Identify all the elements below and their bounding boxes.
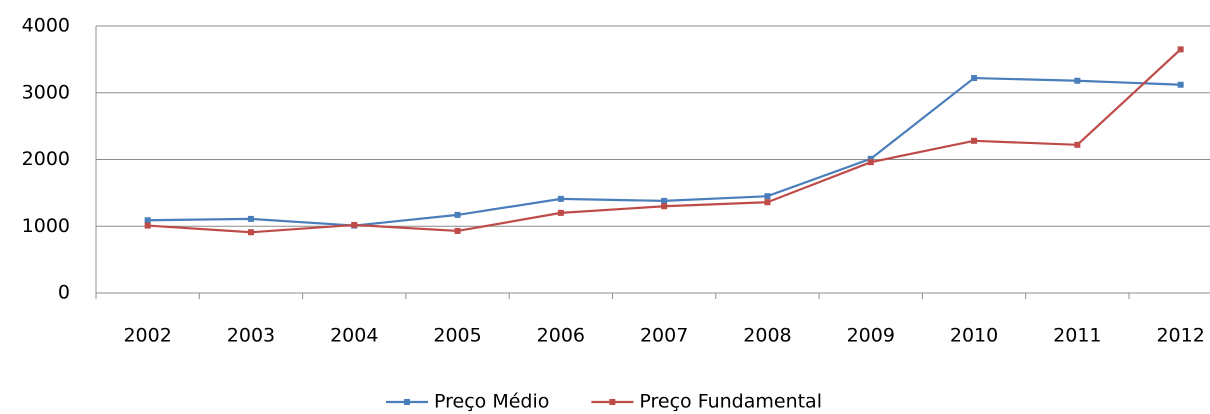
x-tick-label: 2012 [1156, 325, 1204, 347]
y-tick-label: 3000 [22, 81, 70, 103]
point [247, 229, 254, 236]
point [557, 209, 564, 216]
x-tick-label: 2009 [847, 325, 895, 347]
y-tick-label: 1000 [22, 215, 70, 237]
point [764, 193, 771, 200]
x-tick-label: 2008 [743, 325, 791, 347]
point [144, 217, 151, 224]
x-tick-label: 2010 [950, 325, 998, 347]
point [454, 211, 461, 218]
point [867, 155, 874, 162]
x-tick-label: 2011 [1053, 325, 1101, 347]
point [247, 215, 254, 222]
legend-marker [404, 399, 411, 405]
x-tick-label: 2004 [330, 325, 378, 347]
point [1177, 46, 1184, 53]
legend-label: Preço Fundamental [639, 391, 822, 413]
x-tick-label: 2005 [433, 325, 481, 347]
legend-label: Preço Médio [434, 391, 549, 413]
point [1074, 77, 1081, 84]
point [971, 75, 978, 82]
point [351, 221, 358, 228]
x-tick-label: 2007 [640, 325, 688, 347]
point [971, 137, 978, 144]
y-tick-label: 2000 [22, 148, 70, 170]
point [1177, 81, 1184, 88]
legend-marker [609, 399, 616, 405]
x-tick-label: 2002 [123, 325, 171, 347]
point [867, 159, 874, 166]
point [1074, 141, 1081, 148]
point [454, 227, 461, 234]
y-tick-label: 4000 [22, 15, 70, 37]
point [661, 197, 668, 204]
point [144, 222, 151, 229]
point [557, 195, 564, 202]
x-tick-label: 2003 [227, 325, 275, 347]
x-tick-label: 2006 [537, 325, 585, 347]
y-tick-label: 0 [58, 282, 70, 304]
point [661, 203, 668, 210]
point [764, 199, 771, 206]
